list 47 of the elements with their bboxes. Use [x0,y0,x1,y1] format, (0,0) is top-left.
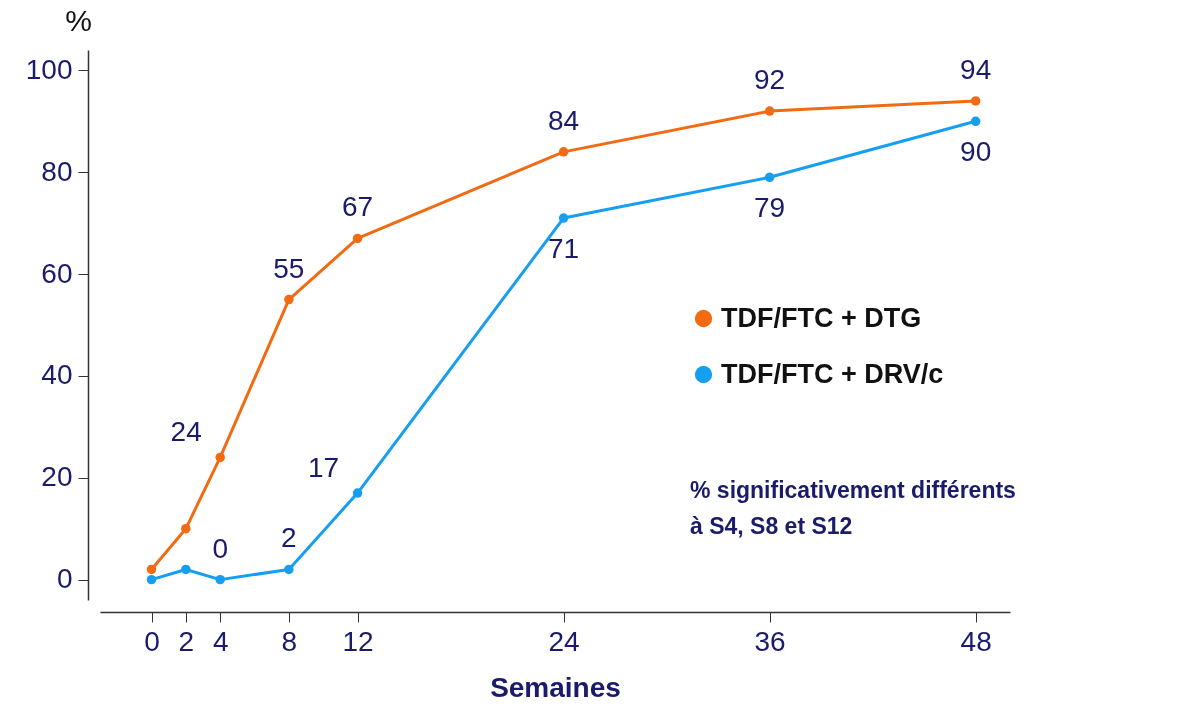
x-tick-label: 12 [342,625,374,657]
x-tick-label: 36 [754,625,786,657]
data-label: 55 [273,252,305,284]
annotation: % significativement différents à S4, S8 et S12 [690,477,1016,539]
data-label: 2 [281,522,297,554]
data-label: 90 [960,136,992,168]
data-label: 67 [341,191,374,223]
y-tick-label: 20 [41,461,73,493]
point [146,574,157,585]
x-axis-title: Semaines [490,671,621,703]
point [181,564,191,575]
point [215,574,225,585]
point [970,116,981,127]
point [181,523,191,534]
data-label: 92 [754,64,786,96]
data-label: 71 [548,233,580,265]
x-tick-label: 0 [144,625,160,657]
data-label: 79 [754,192,786,224]
x-tick-label: 4 [212,625,229,657]
x-tick-label: 8 [281,625,298,657]
y-tick-label: 40 [41,359,73,391]
x-tick-label: 24 [548,625,580,657]
y-axis-title: % [65,3,92,37]
data-label: 84 [548,104,580,136]
x-tick-label: 48 [960,625,992,657]
point [558,147,569,157]
x-tick-label: 2 [178,625,195,657]
data-label: 17 [307,452,340,484]
legend-label: TDF/FTC + DTG [721,302,922,333]
y-tick-label: 80 [41,155,73,187]
data-label: 0 [212,532,228,564]
y-tick-label: 60 [41,257,73,289]
point [352,233,363,244]
point [558,213,569,223]
point [146,564,157,575]
point [215,452,225,463]
point [764,172,775,183]
point [284,294,294,305]
data-label: 94 [960,53,992,85]
y-tick-label: 0 [56,563,73,595]
point [352,488,363,498]
point [284,564,294,575]
data-label: 24 [170,416,202,448]
point [764,106,775,116]
legend-label: TDF/FTC + DRV/c [721,358,944,389]
y-tick-label: 100 [25,53,73,85]
point [970,96,981,106]
